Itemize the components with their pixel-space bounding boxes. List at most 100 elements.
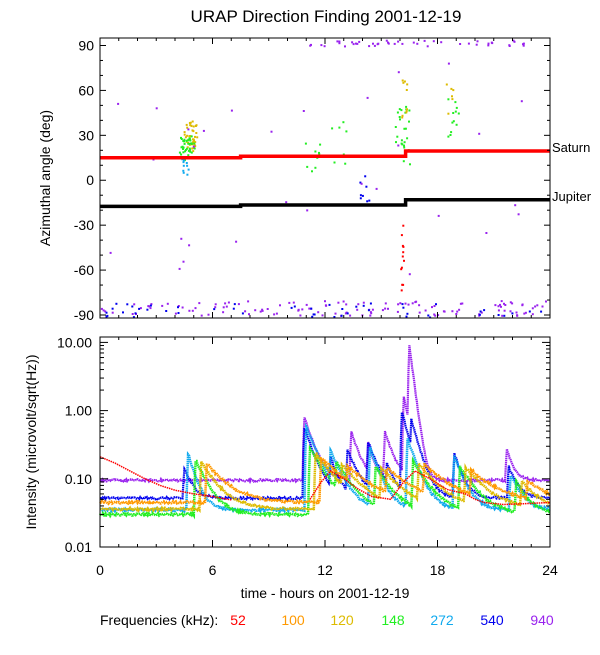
direction-point: [528, 310, 531, 313]
direction-point: [182, 161, 185, 164]
direction-point: [403, 80, 406, 83]
direction-point: [405, 110, 408, 113]
direction-point: [222, 306, 225, 309]
direction-point: [452, 89, 455, 92]
direction-point: [131, 313, 134, 315]
direction-point: [293, 305, 296, 308]
direction-point: [346, 312, 349, 315]
direction-scatter-points: [100, 39, 547, 319]
direction-point: [202, 129, 205, 132]
direction-point: [397, 303, 400, 306]
direction-point: [188, 142, 191, 145]
direction-point: [338, 40, 341, 43]
direction-point: [105, 315, 108, 318]
direction-point: [182, 151, 185, 154]
direction-panel: 90 60 30 0 -30 -60 -90 Saturn Jupiter Azimutha…: [37, 37, 592, 323]
direction-point: [182, 159, 185, 162]
direction-point: [478, 132, 481, 135]
direction-point: [261, 308, 264, 311]
direction-point: [408, 109, 411, 112]
direction-point: [445, 83, 448, 86]
direction-point: [192, 141, 195, 144]
intensity-panel: 10.00 1.00 0.10 0.01 0 6 12 18 24 Intensity (mi…: [23, 334, 558, 601]
intensity-y-label: Intensity (microvolt/sqrt(Hz)): [23, 354, 39, 529]
direction-point: [405, 315, 408, 318]
direction-point: [370, 312, 373, 315]
direction-point: [318, 153, 321, 155]
direction-point: [111, 311, 114, 314]
direction-point: [248, 313, 250, 316]
direction-point: [109, 251, 112, 254]
legend-item-540: 540: [480, 612, 504, 628]
direction-point: [191, 309, 194, 312]
direction-point: [191, 120, 194, 123]
direction-point: [402, 81, 405, 84]
direction-point: [362, 304, 365, 307]
direction-point: [369, 311, 372, 314]
direction-point: [139, 307, 142, 310]
direction-point: [384, 302, 387, 305]
direction-point: [356, 308, 359, 311]
direction-point: [230, 109, 233, 112]
direction-point: [314, 150, 317, 153]
direction-point: [186, 139, 189, 142]
direction-point: [180, 237, 183, 240]
direction-ytick-label: 0: [86, 172, 94, 188]
direction-ytick-label: 60: [78, 82, 94, 98]
direction-point: [333, 316, 336, 318]
direction-point: [396, 111, 399, 114]
direction-point: [437, 314, 440, 317]
direction-point: [308, 307, 311, 310]
direction-point: [447, 62, 450, 65]
direction-point: [522, 43, 524, 46]
direction-point: [111, 307, 114, 310]
direction-point: [334, 312, 337, 315]
direction-point: [368, 45, 371, 48]
direction-point: [396, 310, 399, 313]
direction-point: [375, 187, 378, 190]
intensity-ytick-label: 0.10: [65, 471, 92, 487]
direction-point: [117, 102, 120, 105]
direction-point: [305, 303, 308, 306]
intensity-line-940: [99, 345, 551, 485]
direction-point: [424, 309, 427, 312]
direction-point: [192, 147, 195, 149]
direction-point: [384, 307, 387, 310]
direction-point: [149, 307, 152, 310]
direction-point: [302, 110, 305, 112]
direction-point: [290, 306, 293, 309]
direction-point: [207, 313, 210, 316]
direction-point: [100, 307, 103, 310]
direction-point: [503, 314, 506, 317]
direction-point: [182, 171, 185, 174]
direction-point: [504, 304, 507, 306]
direction-point: [401, 283, 404, 286]
saturn-line: [100, 149, 550, 160]
direction-point: [213, 308, 216, 311]
direction-point: [126, 303, 129, 306]
direction-point: [122, 311, 124, 314]
direction-point: [517, 213, 520, 216]
direction-point: [369, 314, 372, 317]
direction-point: [398, 116, 401, 118]
direction-point: [180, 136, 182, 139]
direction-point: [523, 312, 526, 315]
direction-point: [475, 43, 478, 46]
direction-point: [314, 166, 317, 169]
legend-item-272: 272: [430, 612, 454, 628]
direction-point: [187, 138, 190, 141]
direction-point: [150, 303, 153, 306]
direction-point: [461, 302, 464, 305]
direction-point: [406, 83, 409, 86]
direction-point: [193, 142, 196, 145]
direction-point: [214, 303, 217, 306]
direction-y-axis: 90 60 30 0 -30 -60 -90: [74, 37, 551, 323]
planet-lines: [100, 149, 550, 209]
direction-point: [501, 314, 504, 317]
direction-point: [178, 267, 181, 270]
direction-point: [183, 131, 186, 134]
direction-point: [454, 110, 457, 113]
time-xtick-label: 18: [430, 562, 446, 578]
direction-point: [450, 87, 453, 90]
direction-point: [187, 128, 190, 131]
